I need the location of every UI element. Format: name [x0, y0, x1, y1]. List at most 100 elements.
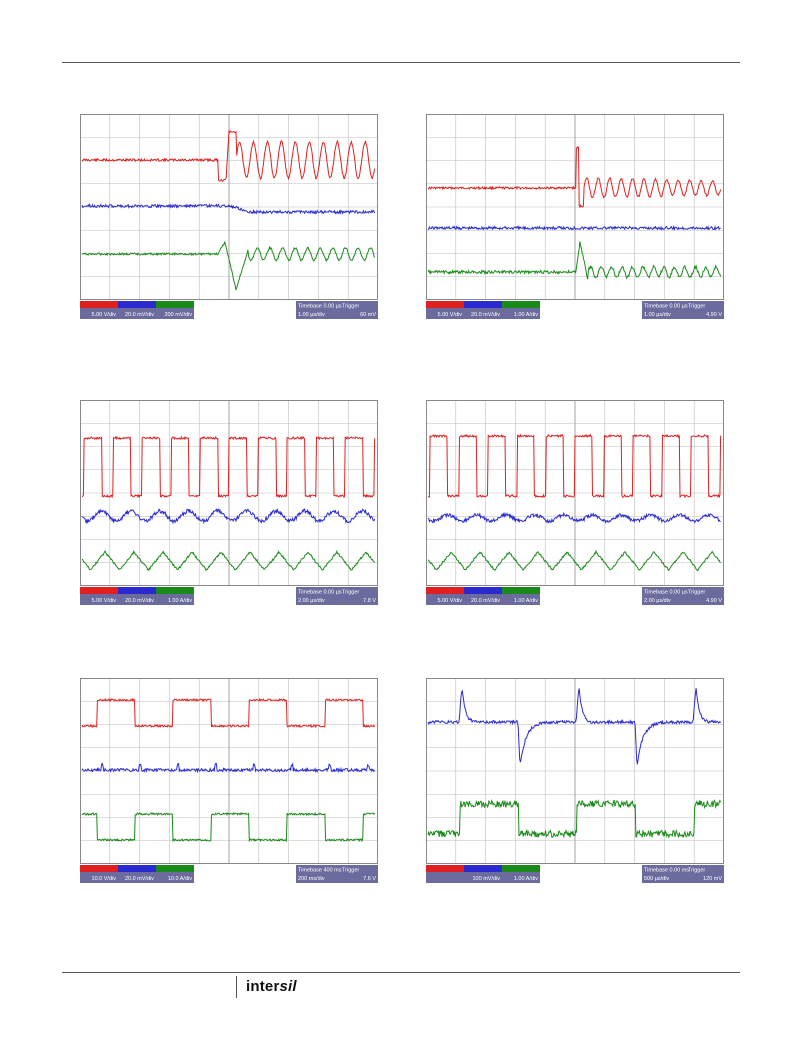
- scope-6: 100 mV/div 1.00 A/div Timebase 0.00 ms Trig…: [426, 678, 724, 884]
- channel-scale-box: [80, 308, 118, 319]
- channel-scale-label: 5.00 V/div: [92, 312, 117, 318]
- status-box: [642, 587, 724, 605]
- channel-header: [464, 301, 502, 308]
- timebase-label: Timebase 0.00 µs: [298, 304, 342, 310]
- trigger-level-label: 60 mV: [360, 312, 376, 318]
- trigger-label: Trigger: [688, 590, 705, 596]
- timebase-label: Timebase 0.00 µs: [644, 590, 688, 596]
- trigger-level-label: 4.90 V: [706, 598, 722, 604]
- status-box: [642, 865, 724, 883]
- status-box: [642, 301, 724, 319]
- trace-ch1-red: [81, 697, 376, 729]
- channel-scale-label: 5.00 V/div: [438, 312, 463, 318]
- channel-header: [156, 301, 194, 308]
- header-rule: [62, 62, 740, 63]
- channel-scale-label: 100 mV/div: [472, 876, 500, 882]
- channel-header: [426, 587, 464, 594]
- trigger-level-label: 7.8 V: [363, 598, 376, 604]
- channel-scale-box: [80, 872, 118, 883]
- channel-scale-box: [502, 594, 540, 605]
- trigger-label: Trigger: [342, 304, 359, 310]
- channel-header: [426, 301, 464, 308]
- timebase-label: Timebase 0.00 µs: [644, 304, 688, 310]
- channel-scale-label: 1.00 A/div: [514, 598, 538, 604]
- channel-scale-box: [426, 308, 464, 319]
- trigger-label: Trigger: [688, 304, 705, 310]
- trace-ch1-red: [428, 146, 722, 209]
- channel-scale-label: 1.00 A/div: [514, 876, 538, 882]
- trace-ch1-red: [81, 435, 376, 499]
- time-div-label: 1.00 µs/div: [644, 312, 671, 318]
- trace-ch3-green: [427, 799, 722, 839]
- channel-header: [502, 865, 540, 872]
- trace-ch3-green: [82, 549, 375, 572]
- channel-scale-box: [118, 872, 156, 883]
- channel-scale-label: 20.0 mV/div: [471, 598, 500, 604]
- channel-scale-label: 20.0 mV/div: [125, 312, 154, 318]
- channel-scale-box: [156, 872, 194, 883]
- channel-header: [80, 587, 118, 594]
- trigger-level-label: 120 mV: [703, 876, 722, 882]
- channel-scale-label: 20.0 mV/div: [125, 876, 154, 882]
- trace-ch3-green: [427, 241, 722, 280]
- trace-ch1-red: [427, 433, 722, 499]
- trace-ch3-green: [81, 811, 376, 843]
- status-box: [296, 865, 378, 883]
- channel-scale-label: 10.0 V/div: [92, 876, 117, 882]
- trace-ch1-red: [81, 129, 376, 182]
- trace-ch2-blue: [427, 688, 722, 765]
- channel-scale-label: 1.00 A/div: [514, 312, 538, 318]
- logo-sil: sil: [279, 978, 297, 995]
- channel-header: [80, 301, 118, 308]
- time-div-label: 2.00 µs/div: [644, 598, 671, 604]
- timebase-label: Timebase 0.00 µs: [298, 590, 342, 596]
- trigger-label: Trigger: [342, 590, 359, 596]
- channel-scale-label: 1.00 A/div: [168, 598, 192, 604]
- trace-ch2-blue: [81, 762, 376, 774]
- logo-inter: inter: [246, 978, 280, 995]
- footer-separator: [236, 976, 237, 998]
- scope-5: 10.0 V/div 20.0 mV/div 10.0 A/div Timebase …: [80, 678, 378, 884]
- channel-scale-label: 20.0 mV/div: [471, 312, 500, 318]
- timebase-label: Timebase 400 ms: [298, 868, 342, 874]
- channel-header: [502, 587, 540, 594]
- channel-scale-box: [426, 872, 464, 883]
- channel-scale-box: [80, 594, 118, 605]
- scope-3: 5.00 V/div 20.0 mV/div 1.00 A/div Timebase …: [80, 400, 378, 606]
- channel-scale-box: [156, 308, 194, 319]
- trigger-level-label: 7.6 V: [363, 876, 376, 882]
- trace-ch2-blue: [427, 511, 721, 524]
- channel-scale-label: 10.0 A/div: [168, 876, 192, 882]
- scope-1: 5.00 V/div 20.0 mV/div 200 mV/div Timebase …: [80, 114, 378, 320]
- status-box: [296, 587, 378, 605]
- trace-ch3-green: [81, 241, 376, 291]
- timebase-label: Timebase 0.00 ms: [644, 868, 689, 874]
- channel-scale-box: [464, 308, 502, 319]
- time-div-label: 2.00 µs/div: [298, 598, 325, 604]
- channel-header: [426, 865, 464, 872]
- status-box: [296, 301, 378, 319]
- channel-header: [156, 865, 194, 872]
- channel-scale-box: [156, 594, 194, 605]
- trace-ch2-blue: [81, 203, 376, 215]
- channel-header: [156, 587, 194, 594]
- channel-header: [80, 865, 118, 872]
- channel-scale-label: 5.00 V/div: [92, 598, 117, 604]
- channel-scale-box: [502, 308, 540, 319]
- scope-4: 5.00 V/div 20.0 mV/div 1.00 A/div Timebase …: [426, 400, 724, 606]
- channel-scale-label: 200 mV/div: [164, 312, 192, 318]
- channel-header: [502, 301, 540, 308]
- footer-rule: [62, 972, 740, 973]
- channel-scale-box: [464, 594, 502, 605]
- channel-scale-label: 20.0 mV/div: [125, 598, 154, 604]
- scope-2: 5.00 V/div 20.0 mV/div 1.00 A/div Timebase …: [426, 114, 724, 320]
- time-div-label: 500 µs/div: [644, 876, 669, 882]
- trigger-label: Trigger: [342, 868, 359, 874]
- channel-header: [118, 865, 156, 872]
- intersil-logo: intersil: [246, 978, 297, 995]
- channel-header: [464, 587, 502, 594]
- channel-scale-box: [118, 594, 156, 605]
- channel-scale-box: [464, 872, 502, 883]
- channel-header: [118, 301, 156, 308]
- time-div-label: 200 ms/div: [298, 876, 325, 882]
